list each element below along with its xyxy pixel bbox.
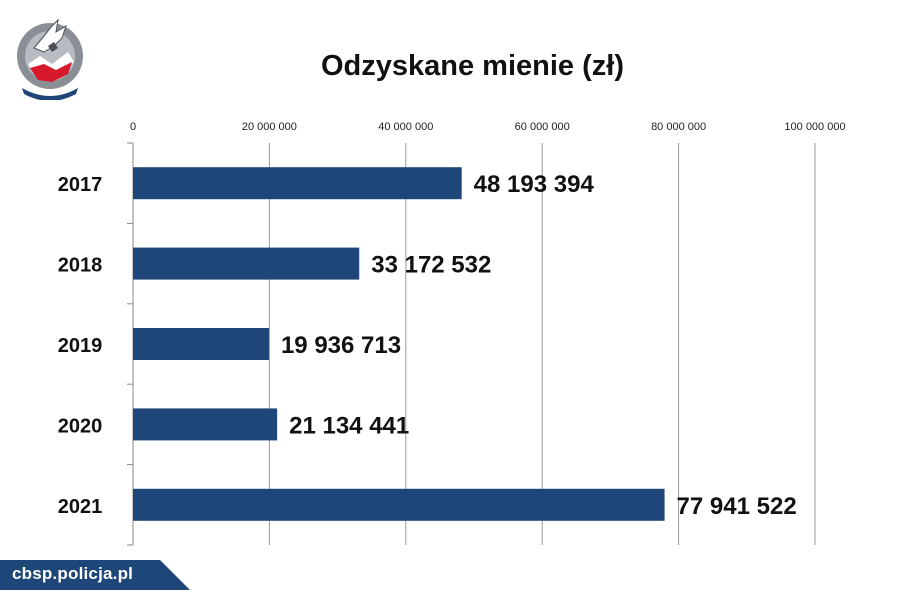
x-tick-label: 80 000 000 <box>651 121 706 133</box>
category-label: 2020 <box>58 415 103 437</box>
x-tick-label: 60 000 000 <box>515 121 570 133</box>
chart-title: Odzyskane mienie (zł) <box>321 50 624 82</box>
x-tick-label: 0 <box>130 121 136 133</box>
value-label: 19 936 713 <box>281 332 401 359</box>
cbsp-emblem-logo <box>17 18 83 100</box>
category-label: 2017 <box>58 174 103 196</box>
value-label: 77 941 522 <box>677 493 797 520</box>
footer-site-link[interactable]: cbsp.policja.pl <box>12 564 134 583</box>
x-tick-label: 100 000 000 <box>784 121 845 133</box>
x-tick-label: 20 000 000 <box>242 121 297 133</box>
category-label: 2018 <box>58 255 103 277</box>
footer-site-tag: cbsp.policja.pl <box>0 560 192 590</box>
bar-2017 <box>133 167 462 200</box>
bar-2019 <box>133 328 269 360</box>
x-tick-label: 40 000 000 <box>378 121 433 133</box>
bar-2021 <box>133 488 665 521</box>
bar-2020 <box>133 408 278 441</box>
bar-2018 <box>133 247 360 280</box>
value-label: 33 172 532 <box>371 252 491 279</box>
category-label: 2019 <box>58 335 103 357</box>
value-label: 21 134 441 <box>289 412 409 439</box>
value-label: 48 193 394 <box>474 171 595 198</box>
category-label: 2021 <box>58 496 103 518</box>
